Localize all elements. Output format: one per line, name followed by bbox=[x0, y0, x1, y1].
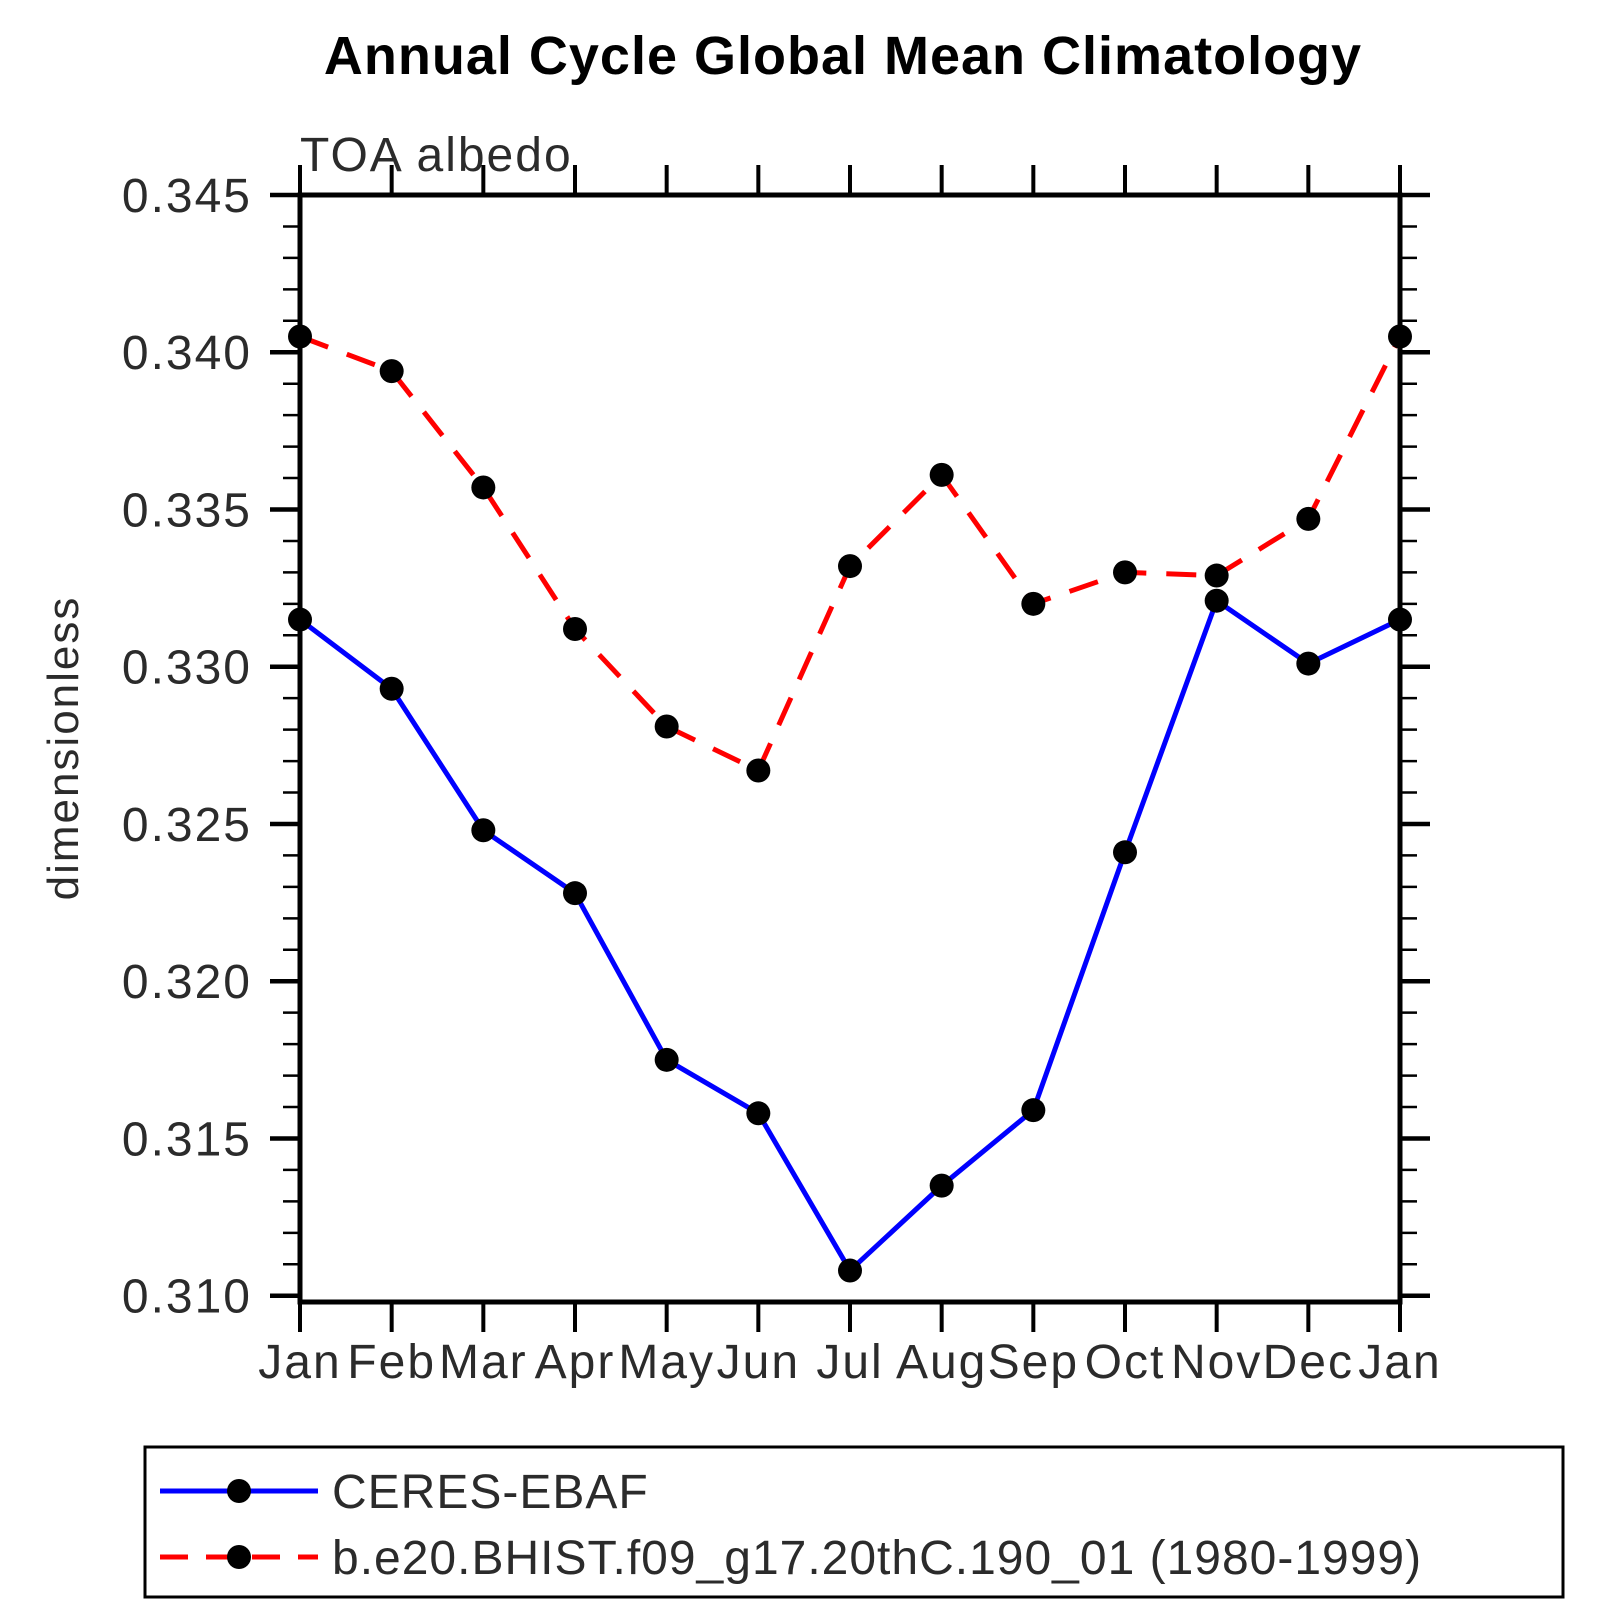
axis-tick-labels: 0.310 0.315 0.320 0.325 0.330 0.335 0.340 0.345… bbox=[122, 170, 1441, 1389]
x-tick-label: Apr bbox=[535, 1336, 616, 1389]
page-title: Annual Cycle Global Mean Climatology bbox=[324, 26, 1362, 86]
data-point-marker bbox=[379, 676, 404, 701]
data-point-marker bbox=[288, 607, 312, 632]
data-point-marker bbox=[1113, 560, 1137, 585]
data-point-marker bbox=[746, 758, 771, 783]
y-tick-label: 0.315 bbox=[122, 1113, 252, 1166]
plot-border bbox=[297, 192, 1403, 1305]
data-point-marker bbox=[1296, 506, 1321, 531]
data-point-marker bbox=[838, 554, 862, 579]
data-point-marker bbox=[1021, 1098, 1046, 1123]
data-point-marker bbox=[563, 616, 587, 641]
y-tick-label: 0.345 bbox=[122, 170, 252, 223]
x-tick-label: Sep bbox=[988, 1336, 1079, 1389]
data-point-marker bbox=[838, 1258, 862, 1283]
plot-frame bbox=[297, 192, 1403, 1305]
data-point-marker bbox=[654, 1047, 679, 1072]
series-line-obs bbox=[298, 598, 1402, 1274]
data-point-marker bbox=[379, 359, 404, 384]
x-tick-label: May bbox=[618, 1336, 715, 1389]
x-tick-label: Oct bbox=[1085, 1336, 1166, 1389]
data-point-marker bbox=[1113, 840, 1137, 865]
legend-box: CERES-EBAF b.e20.BHIST.f09_g17.20thC.190_… bbox=[143, 1445, 1565, 1599]
chart-subtitle: TOA albedo bbox=[300, 129, 573, 182]
y-tick-label: 0.310 bbox=[122, 1271, 252, 1324]
data-point-marker bbox=[654, 714, 679, 739]
data-point-marker bbox=[1204, 563, 1229, 588]
x-tick-label: Jul bbox=[816, 1336, 883, 1389]
x-tick-label: Jun bbox=[717, 1336, 800, 1389]
axis-ticks bbox=[270, 165, 1430, 1332]
x-tick-label: Jan bbox=[1358, 1336, 1441, 1389]
y-axis-title: dimensionless bbox=[39, 596, 88, 901]
x-tick-label: Dec bbox=[1263, 1336, 1354, 1389]
x-tick-label: Mar bbox=[439, 1336, 528, 1389]
data-point-marker bbox=[746, 1101, 771, 1126]
y-tick-label: 0.335 bbox=[122, 484, 252, 537]
x-tick-label: Nov bbox=[1171, 1336, 1262, 1389]
data-point-marker bbox=[929, 1173, 954, 1198]
data-point-marker bbox=[1021, 591, 1046, 616]
x-tick-label: Aug bbox=[896, 1336, 987, 1389]
data-point-marker bbox=[563, 881, 587, 906]
y-tick-label: 0.330 bbox=[122, 642, 252, 695]
data-point-marker bbox=[1204, 588, 1229, 613]
y-tick-label: 0.340 bbox=[122, 327, 252, 380]
data-point-marker bbox=[1388, 324, 1412, 349]
y-tick-label: 0.320 bbox=[122, 956, 252, 1009]
legend-entry-label: b.e20.BHIST.f09_g17.20thC.190_01 (1980-1… bbox=[332, 1532, 1422, 1585]
legend-marker-sample bbox=[227, 1479, 251, 1503]
data-point-marker bbox=[1296, 651, 1321, 676]
y-tick-label: 0.325 bbox=[122, 799, 252, 852]
data-point-marker bbox=[471, 818, 496, 843]
x-tick-label: Feb bbox=[347, 1336, 436, 1389]
legend-marker-sample bbox=[227, 1545, 251, 1569]
data-series bbox=[288, 324, 1412, 1283]
x-tick-label: Jan bbox=[258, 1336, 341, 1389]
data-point-marker bbox=[1388, 607, 1412, 632]
data-point-marker bbox=[471, 475, 496, 500]
series-line-model bbox=[299, 334, 1403, 774]
legend-entry-label: CERES-EBAF bbox=[332, 1466, 649, 1519]
data-point-marker bbox=[929, 462, 954, 487]
data-point-marker bbox=[288, 324, 312, 349]
legend-border bbox=[143, 1445, 1565, 1599]
